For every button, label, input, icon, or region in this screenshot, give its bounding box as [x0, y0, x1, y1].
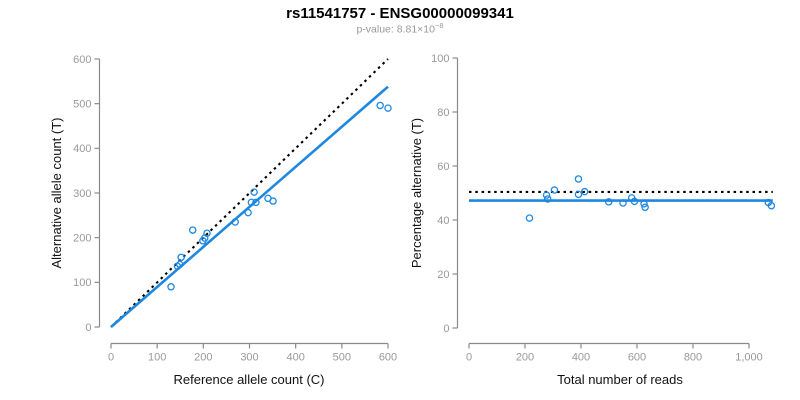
- x-tick-label: 300: [240, 352, 258, 364]
- pvalue-text: p-value: 8.81×10: [356, 23, 435, 36]
- figure-title: rs11541757 - ENSG00000099341: [286, 5, 514, 22]
- data-point: [176, 260, 184, 269]
- y-tick-label: 300: [73, 188, 91, 200]
- data-point: [580, 187, 589, 196]
- data-point: [574, 190, 583, 199]
- x-tick-label: 1,000: [735, 352, 763, 364]
- y-tick-label: 200: [73, 232, 91, 244]
- pvalue-exponent: −8: [434, 21, 444, 30]
- y-tick-label: 100: [73, 277, 91, 289]
- plot-percentage: 0 20 40 60 80 100 0 200 400 600 800 1,000: [431, 53, 776, 364]
- y-tick-label: 400: [73, 143, 91, 155]
- figure-subtitle: p-value: 8.81×10−8: [0, 21, 800, 36]
- data-point: [542, 191, 551, 199]
- data-point: [640, 200, 648, 208]
- x-tick-label: 0: [108, 352, 114, 364]
- x-tick-label: 600: [379, 352, 397, 364]
- data-point: [604, 198, 613, 206]
- y-tick-label: 600: [73, 54, 91, 66]
- y-tick-label: 0: [85, 322, 91, 334]
- data-point: [619, 199, 627, 207]
- data-point: [247, 198, 256, 207]
- data-point: [641, 203, 649, 212]
- right-plot-y-axis-title: Percentage alternative (T): [409, 117, 424, 269]
- x-tick-label: 200: [516, 352, 534, 364]
- left-plot-y-axis-title: Alternative allele count (T): [49, 117, 64, 269]
- data-point: [630, 197, 639, 206]
- identity-line: [110, 58, 389, 328]
- x-tick-label: 400: [286, 352, 304, 364]
- plot-counts: 0 100 200 300 400 500 600 0 100 200 300 400 500 600: [73, 54, 397, 364]
- data-point: [244, 208, 252, 217]
- y-tick-label: 100: [431, 53, 449, 65]
- data-point: [269, 197, 277, 205]
- data-point: [767, 201, 776, 210]
- x-tick-label: 800: [684, 352, 702, 364]
- y-tick-label: 20: [437, 269, 449, 281]
- x-tick-label: 400: [572, 352, 590, 364]
- y-tick-label: 0: [443, 323, 449, 335]
- data-point: [376, 101, 384, 110]
- y-tick-label: 40: [437, 215, 449, 227]
- data-point: [550, 186, 559, 194]
- x-tick-label: 100: [148, 352, 166, 364]
- y-tick-label: 60: [437, 161, 449, 173]
- data-point: [188, 226, 197, 234]
- data-point: [177, 253, 185, 262]
- data-point: [252, 198, 260, 207]
- data-point: [167, 283, 175, 291]
- data-point: [543, 195, 552, 203]
- x-tick-label: 200: [194, 352, 212, 364]
- data-point: [384, 104, 392, 112]
- y-tick-label: 80: [437, 107, 449, 119]
- y-tick-label: 500: [73, 98, 91, 110]
- regression-line: [110, 85, 389, 328]
- x-tick-label: 0: [466, 352, 472, 364]
- x-tick-label: 600: [628, 352, 646, 364]
- left-plot-x-axis-title: Reference allele count (C): [173, 372, 325, 387]
- data-point: [574, 175, 583, 183]
- x-tick-label: 500: [333, 352, 351, 364]
- right-plot-x-axis-title: Total number of reads: [557, 372, 683, 387]
- data-point: [525, 214, 534, 222]
- data-point: [203, 229, 211, 237]
- data-point: [231, 218, 239, 226]
- data-point: [250, 188, 258, 196]
